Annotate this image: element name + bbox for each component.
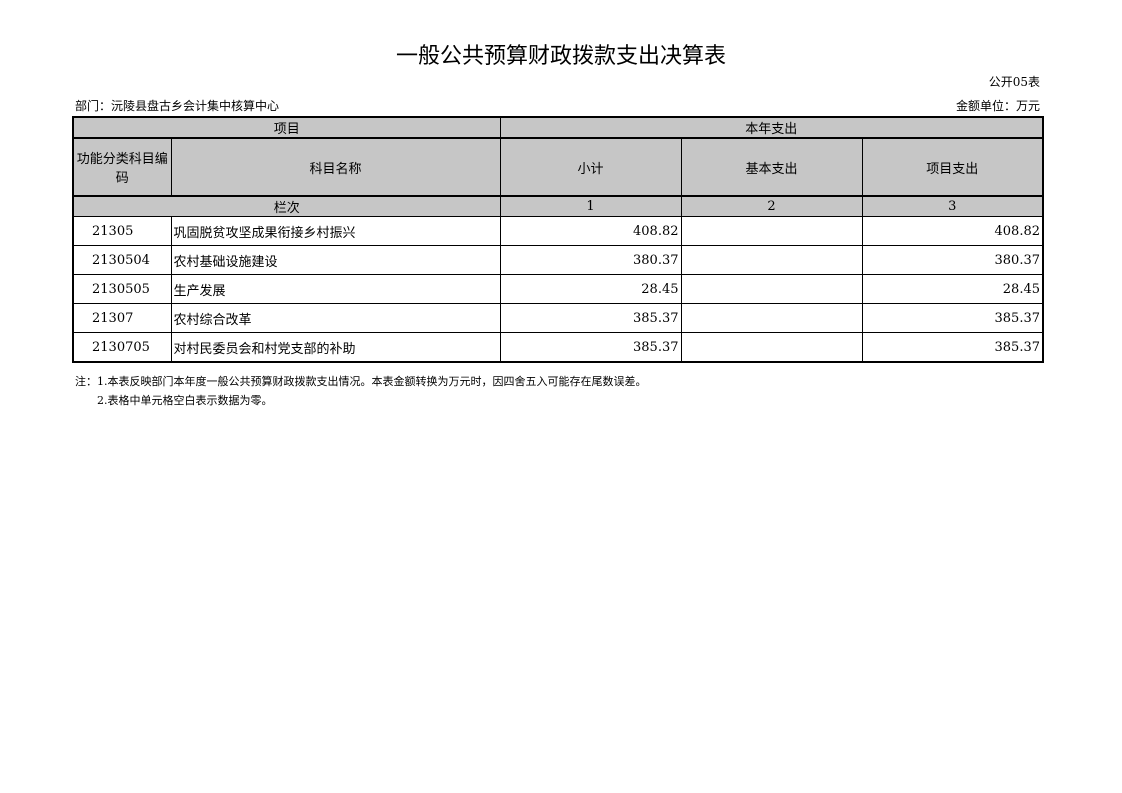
header-name: 科目名称	[170, 137, 501, 197]
header-subtotal: 小计	[499, 137, 682, 197]
table-row: 2130505 生产发展 28.45 28.45	[72, 274, 1044, 304]
cell-name: 农村综合改革	[170, 303, 501, 333]
table-row: 21307 农村综合改革 385.37 385.37	[72, 303, 1044, 333]
cell-code: 21307	[72, 303, 172, 333]
cell-project: 380.37	[861, 245, 1044, 275]
header-code: 功能分类科目编码	[72, 137, 172, 197]
amount-unit: 金额单位：万元	[955, 99, 1040, 113]
table-row: 2130504 农村基础设施建设 380.37 380.37	[72, 245, 1044, 275]
cell-subtotal: 385.37	[499, 303, 682, 333]
cell-basic	[680, 303, 863, 333]
column-no-1: 1	[499, 195, 682, 217]
header-item: 项目	[72, 116, 501, 139]
page-title: 一般公共预算财政拨款支出决算表	[395, 44, 726, 69]
note-2: 2.表格中单元格空白表示数据为零。	[97, 394, 273, 407]
cell-project: 28.45	[861, 274, 1044, 304]
cell-subtotal: 385.37	[499, 332, 682, 363]
cell-project: 385.37	[861, 303, 1044, 333]
cell-name: 巩固脱贫攻坚成果衔接乡村振兴	[170, 216, 501, 246]
cell-basic	[680, 274, 863, 304]
cell-code: 21305	[72, 216, 172, 246]
cell-subtotal: 380.37	[499, 245, 682, 275]
note-1: 注：1.本表反映部门本年度一般公共预算财政拨款支出情况。本表金额转换为万元时，因…	[75, 375, 647, 388]
header-project: 项目支出	[861, 137, 1044, 197]
department: 部门：沅陵县盘古乡会计集中核算中心	[75, 99, 280, 113]
header-basic: 基本支出	[680, 137, 863, 197]
cell-code: 2130504	[72, 245, 172, 275]
cell-code: 2130505	[72, 274, 172, 304]
cell-subtotal: 28.45	[499, 274, 682, 304]
header-current-year: 本年支出	[499, 116, 1044, 139]
cell-code: 2130705	[72, 332, 172, 363]
notes: 注：1.本表反映部门本年度一般公共预算财政拨款支出情况。本表金额转换为万元时，因…	[75, 372, 647, 410]
form-code: 公开05表	[988, 75, 1040, 89]
table-row: 2130705 对村民委员会和村党支部的补助 385.37 385.37	[72, 332, 1044, 363]
header-column-no: 栏次	[72, 195, 501, 217]
column-no-3: 3	[861, 195, 1044, 217]
cell-name: 农村基础设施建设	[170, 245, 501, 275]
cell-name: 对村民委员会和村党支部的补助	[170, 332, 501, 363]
column-no-2: 2	[680, 195, 863, 217]
cell-subtotal: 408.82	[499, 216, 682, 246]
cell-basic	[680, 216, 863, 246]
cell-basic	[680, 245, 863, 275]
cell-project: 408.82	[861, 216, 1044, 246]
table-row: 21305 巩固脱贫攻坚成果衔接乡村振兴 408.82 408.82	[72, 216, 1044, 246]
cell-basic	[680, 332, 863, 363]
cell-project: 385.37	[861, 332, 1044, 363]
cell-name: 生产发展	[170, 274, 501, 304]
expenditure-table: 项目 本年支出 功能分类科目编码 科目名称 小计 基本支出 项目支出 栏次 1 …	[72, 116, 1044, 363]
